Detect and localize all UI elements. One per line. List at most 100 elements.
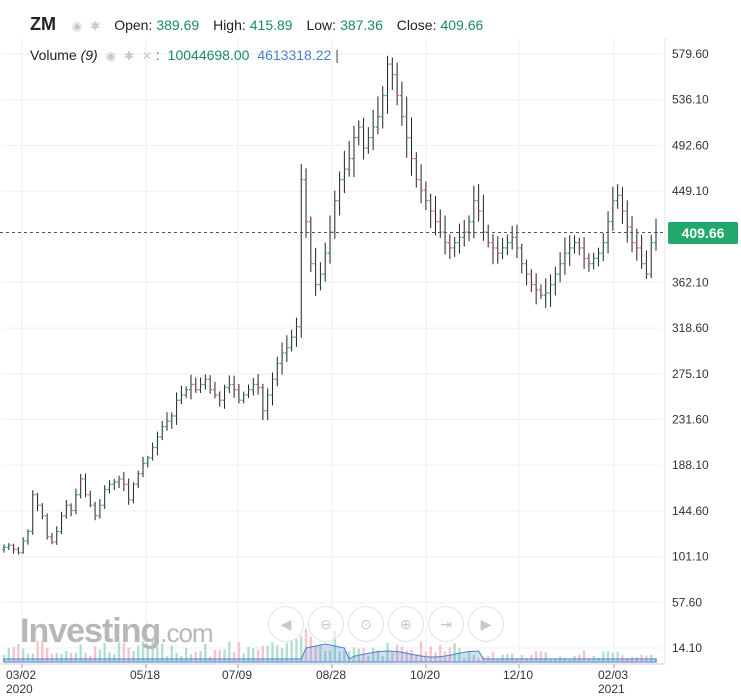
volume-bar	[362, 648, 365, 662]
volume-bar	[419, 640, 423, 662]
chart-nav-buttons: ◀ ⊖ ⊙ ⊕ ⇥ ▶	[268, 606, 504, 642]
volume-bar	[213, 650, 217, 662]
volume-bar	[170, 645, 173, 662]
right-arrow-icon[interactable]: ▶	[468, 606, 504, 642]
volume-bar	[7, 648, 10, 662]
volume-bar	[391, 652, 394, 662]
volume-bar	[108, 652, 111, 662]
y-tick-label: 14.10	[672, 641, 702, 655]
volume-bar	[84, 652, 87, 662]
chart-grid	[2, 38, 662, 662]
volume-bar	[184, 647, 188, 662]
volume-legend: Volume (9) ◉ ✱ ✕ : 10044698.00 4613318.2…	[30, 47, 339, 63]
volume-bar	[74, 652, 78, 662]
volume-bar	[141, 641, 145, 662]
volume-bar	[290, 640, 293, 662]
volume-bar	[347, 651, 351, 662]
volume-bar	[304, 628, 308, 662]
x-tick-label: 03/02	[6, 668, 36, 682]
volume-bar	[93, 646, 97, 662]
volume-bar	[21, 648, 25, 662]
symbol-label[interactable]: ZM	[30, 14, 56, 34]
volume-bar	[79, 644, 82, 662]
scroll-to-realtime-icon[interactable]: ⇥	[428, 606, 464, 642]
volume-bar	[60, 654, 63, 662]
volume-bar	[189, 654, 193, 662]
volume-bar	[520, 654, 523, 662]
volume-bar	[223, 649, 226, 662]
y-tick-label: 275.10	[672, 367, 709, 381]
volume-bar	[194, 652, 197, 662]
volume-bar	[501, 654, 504, 662]
zoom-in-icon[interactable]: ⊕	[388, 606, 424, 642]
zoom-reset-icon[interactable]: ⊙	[348, 606, 384, 642]
volume-bar	[410, 649, 413, 662]
x-tick-label: 07/09	[222, 668, 252, 682]
zoom-out-icon[interactable]: ⊖	[308, 606, 344, 642]
volume-bar	[458, 648, 461, 662]
volume-bar	[122, 642, 126, 662]
volume-bar	[232, 652, 236, 662]
investing-logo: Investing.com	[20, 612, 214, 651]
logo-suffix: .com	[160, 618, 213, 648]
volume-bar	[218, 649, 221, 662]
volume-bar	[266, 645, 269, 662]
volume-bar	[386, 642, 389, 662]
y-tick-label: 362.10	[672, 275, 709, 289]
y-tick-label: 492.60	[672, 138, 709, 152]
volume-bar	[376, 650, 380, 662]
volume-bar	[242, 653, 245, 662]
volume-bar	[146, 647, 150, 662]
volume-ma-value: 4613318.22	[257, 47, 332, 63]
x-tick-label: 05/18	[130, 668, 160, 682]
gear-icon[interactable]: ✱	[90, 19, 101, 33]
high-value: 415.89	[249, 17, 293, 33]
volume-bar	[55, 652, 58, 662]
volume-bar	[65, 650, 68, 662]
x-tick-label: 10/20	[410, 668, 440, 682]
y-tick-label: 188.10	[672, 458, 709, 472]
volume-bar	[415, 654, 418, 662]
volume-bar	[568, 658, 571, 662]
volume-bar	[352, 647, 356, 662]
volume-bar	[544, 652, 547, 662]
x-tick-label: 08/28	[316, 668, 346, 682]
volume-bar	[400, 646, 404, 662]
volume-bar	[611, 652, 615, 662]
eye-icon[interactable]: ◉	[105, 49, 117, 63]
volume-bar	[117, 642, 121, 662]
volume-bar	[199, 650, 202, 662]
volume-bar	[31, 653, 34, 662]
volume-bar	[247, 646, 250, 662]
volume-bar	[36, 640, 39, 662]
volume-bar	[491, 651, 495, 662]
volume-bar	[467, 650, 471, 662]
volume-bar	[549, 658, 552, 662]
volume-bar	[650, 654, 653, 662]
volume-bar	[395, 644, 399, 662]
y-tick-label: 101.10	[672, 550, 709, 564]
close-value: 409.66	[440, 17, 484, 33]
gear-icon[interactable]: ✱	[123, 49, 135, 63]
volume-label[interactable]: Volume	[30, 47, 77, 63]
low-label: Low:	[306, 17, 337, 33]
volume-bar	[98, 649, 102, 662]
volume-bar	[45, 647, 49, 662]
volume-bar	[151, 640, 154, 662]
volume-bar	[161, 643, 164, 662]
volume-bar	[12, 647, 15, 662]
eye-icon[interactable]: ◉	[71, 19, 83, 33]
volume-period: (9)	[80, 47, 98, 63]
volume-bar	[510, 653, 514, 662]
volume-value: 10044698.00	[167, 47, 250, 63]
close-icon[interactable]: ✕	[141, 49, 152, 63]
x-tick-year: 2020	[6, 682, 33, 696]
volume-bar	[429, 646, 432, 662]
left-arrow-icon[interactable]: ◀	[268, 606, 304, 642]
volume-bar	[237, 642, 241, 662]
volume-bar	[338, 651, 341, 662]
volume-bar	[602, 651, 605, 662]
volume-bar	[554, 658, 557, 662]
volume-bar	[285, 643, 289, 662]
